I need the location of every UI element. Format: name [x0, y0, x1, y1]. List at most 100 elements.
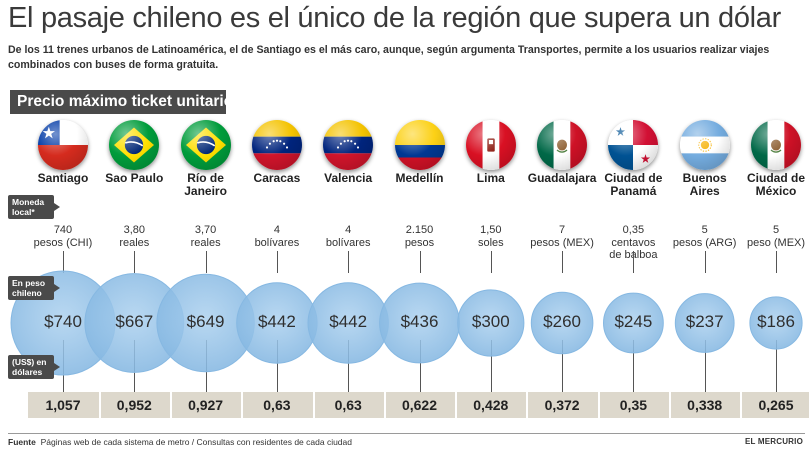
city-label-guadalajara: Guadalajara — [527, 171, 597, 185]
local-price-unit: pesos (MEX) — [530, 236, 594, 249]
usd-value-lima: 0,428 — [473, 397, 509, 413]
tag-us-dollars: (US$) en dólares — [8, 355, 60, 379]
usd-cell-divider — [312, 392, 315, 418]
local-price-amount: 5 — [701, 224, 708, 236]
usd-value-caracas: 0,63 — [263, 397, 291, 413]
clp-bubble-ciudad-de-panama — [603, 292, 664, 354]
city-label-ciudad-de-mexico: Ciudad de México — [746, 171, 805, 198]
clp-value-lima: $300 — [471, 312, 510, 331]
peru-flag-icon — [465, 120, 516, 170]
clp-bubble-lima — [457, 289, 525, 357]
local-price-unit: centavos — [611, 236, 656, 249]
brand-credit: EL MERCURIO — [744, 437, 803, 446]
panama-flag-icon — [608, 120, 659, 170]
mexico-flag-icon — [537, 120, 588, 170]
connector-line — [704, 251, 706, 273]
city-label-santiago: Santiago — [37, 171, 89, 185]
usd-cell-divider — [597, 392, 600, 418]
clp-value-valencia: $442 — [329, 312, 368, 331]
local-price-ciudad-de-mexico: 5 peso (MEX) — [740, 224, 809, 249]
local-price-santiago: 740 pesos (CHI) — [27, 224, 99, 249]
connector-line — [776, 251, 777, 273]
mexico-flag-icon — [751, 120, 801, 170]
connector-line — [348, 251, 350, 273]
venezuela-flag-icon — [251, 120, 302, 170]
footer-divider — [8, 433, 805, 434]
subtitle: De los 11 trenes urbanos de Latinoaméric… — [8, 44, 770, 71]
connector-line — [490, 340, 492, 392]
connector-line — [633, 251, 635, 273]
usd-cell-divider — [526, 392, 529, 418]
city-label-caracas: Caracas — [253, 171, 301, 185]
connector-line — [419, 340, 421, 392]
tag-chilean-peso: En peso chileno — [8, 276, 60, 300]
city-label-lima: Lima — [476, 171, 505, 185]
connector-line — [490, 251, 492, 273]
local-price-buenos-aires: 5 pesos (ARG) — [669, 224, 741, 249]
venezuela-flag-icon — [323, 120, 374, 170]
local-price-amount: 4 — [345, 224, 352, 236]
chile-flag-icon — [38, 120, 88, 170]
connector-line — [63, 251, 64, 273]
usd-cell-divider — [169, 392, 172, 418]
usd-value-ciudad-de-panama: 0,35 — [619, 397, 648, 413]
usd-cell-divider — [241, 392, 244, 418]
colombia-flag-icon — [394, 120, 445, 170]
clp-value-medellin: $436 — [400, 312, 439, 331]
city-label-ciudad-de-panama: Ciudad de Panamá — [604, 171, 663, 198]
local-price-amount: 7 — [559, 224, 566, 236]
usd-cell-divider — [98, 392, 101, 418]
local-price-unit: de balboa — [609, 249, 658, 261]
local-price-amount: 2.150 — [405, 224, 434, 236]
clp-bubble-ciudad-de-mexico — [749, 296, 803, 350]
connector-line — [134, 251, 136, 273]
local-price-medellin: 2.150 pesos — [384, 224, 456, 249]
clp-value-guadalajara: $260 — [543, 312, 581, 331]
clp-bubble-buenos-aires — [674, 293, 735, 353]
local-price-ciudad-de-panama: 0,35 centavos de balboa — [597, 224, 669, 262]
usd-cell-divider — [669, 392, 672, 418]
usd-cell-divider — [455, 392, 458, 418]
clp-value-ciudad-de-panama: $245 — [614, 312, 653, 331]
argentina-flag-icon — [679, 120, 730, 170]
footer-label: Fuente — [8, 437, 36, 447]
local-price-unit: soles — [477, 236, 504, 249]
local-price-amount: 740 — [53, 224, 73, 236]
connector-line — [633, 340, 635, 392]
local-price-unit: bolívares — [325, 236, 371, 249]
usd-cell-divider — [740, 392, 743, 418]
connector-line — [205, 251, 207, 273]
local-price-rio-de-janeiro: 3,70 reales — [170, 224, 242, 249]
usd-value-buenos-aires: 0,338 — [687, 397, 723, 413]
usd-strip — [28, 392, 809, 418]
connector-line — [704, 340, 706, 392]
local-price-amount: 3,80 — [123, 224, 145, 236]
clp-value-santiago: $740 — [44, 312, 82, 331]
local-price-unit: reales — [190, 236, 221, 249]
city-label-valencia: Valencia — [324, 171, 373, 185]
local-price-amount: 4 — [273, 224, 280, 236]
footer-text: Páginas web de cada sistema de metro / C… — [40, 437, 352, 447]
city-label-rio-de-janeiro: Río de Janeiro — [184, 171, 227, 198]
local-price-sao-paulo: 3,80 reales — [98, 224, 170, 249]
local-price-unit: bolívares — [254, 236, 300, 249]
local-price-unit: pesos (CHI) — [33, 236, 93, 249]
usd-value-santiago: 1,057 — [45, 397, 81, 413]
local-price-caracas: 4 bolívares — [241, 224, 313, 249]
clp-value-sao-paulo: $667 — [115, 312, 154, 331]
usd-value-guadalajara: 0,372 — [544, 397, 580, 413]
local-price-unit: pesos (ARG) — [672, 236, 737, 249]
tag-local-currency: Moneda local* — [8, 195, 60, 219]
connector-line — [562, 340, 564, 392]
usd-value-medellin: 0,622 — [401, 397, 438, 413]
city-label-buenos-aires: Buenos Aires — [682, 171, 727, 198]
usd-value-sao-paulo: 0,952 — [116, 397, 152, 413]
connector-line — [562, 251, 564, 273]
clp-bubble-guadalajara — [530, 291, 594, 355]
local-price-amount: 0,35 — [622, 224, 645, 236]
clp-value-ciudad-de-mexico: $186 — [757, 312, 795, 331]
local-price-unit: reales — [119, 236, 150, 249]
usd-value-rio-de-janeiro: 0,927 — [188, 397, 224, 413]
brazil-flag-icon — [109, 120, 160, 170]
